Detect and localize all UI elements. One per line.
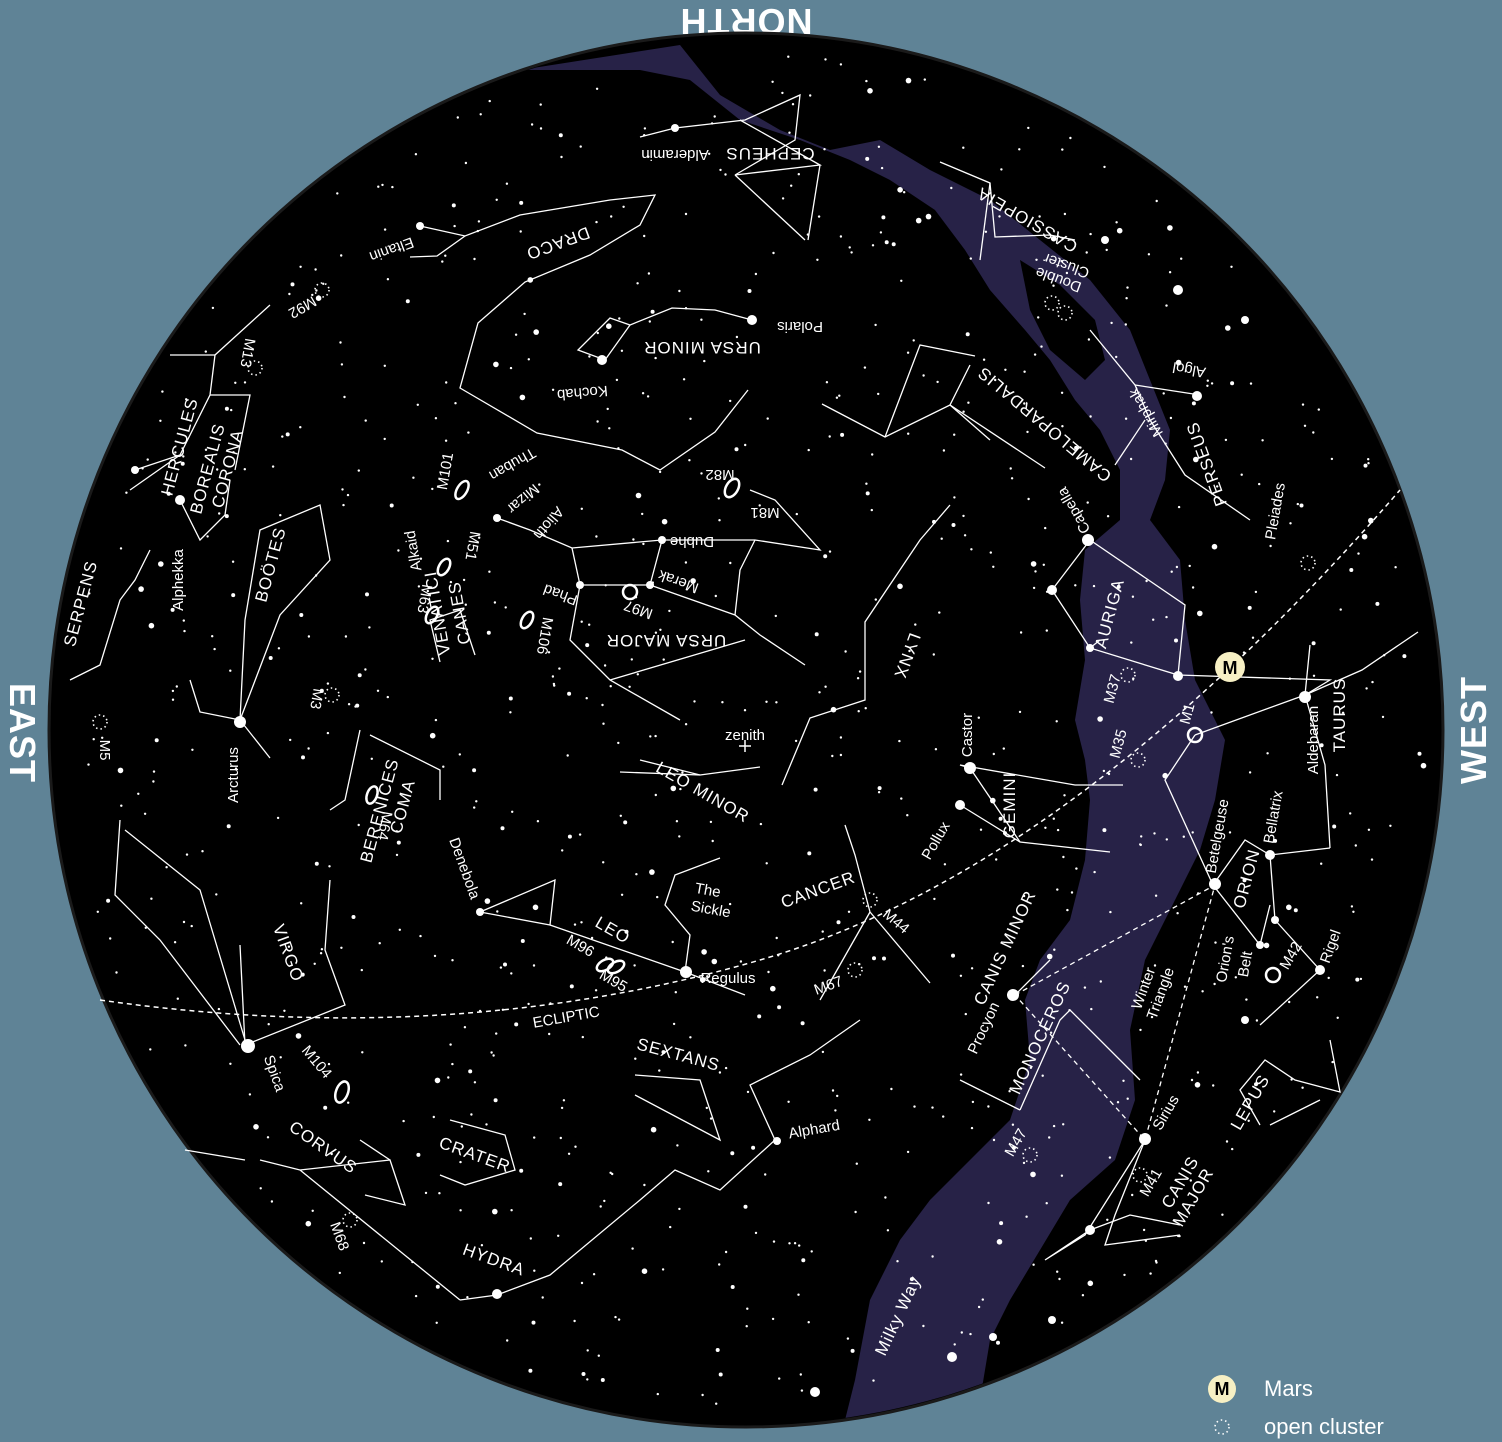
- object-label: M13: [237, 337, 259, 369]
- legend: M Mars open cluster: [1208, 1372, 1478, 1439]
- mars-symbol: M: [1223, 658, 1238, 678]
- mars-legend-icon: M: [1208, 1375, 1236, 1403]
- object-label: M106: [533, 616, 556, 656]
- milky-way: [520, 45, 1225, 1425]
- object-label: M101: [434, 451, 457, 491]
- constellation-lines: [69, 93, 1419, 1301]
- object-label: M5: [96, 740, 113, 761]
- legend-cluster: open cluster: [1208, 1412, 1384, 1442]
- mars-marker: M: [1215, 652, 1245, 682]
- star-label: Kochab: [556, 382, 608, 403]
- ecliptic-line: [99, 489, 1401, 1019]
- deep-sky-objects: [92, 282, 1316, 1228]
- feature-label: The: [694, 880, 722, 901]
- object-label: M64: [374, 810, 396, 842]
- legend-mars: M Mars: [1208, 1374, 1313, 1404]
- mars-legend-label: Mars: [1264, 1376, 1313, 1401]
- star-label: Alderamin: [641, 146, 709, 163]
- object-label: M82: [705, 466, 734, 483]
- star-label: Polaris: [777, 318, 823, 335]
- constellation-label: GEMINI: [1000, 772, 1019, 838]
- star-label: Alkaid: [402, 529, 426, 572]
- feature-label: Sickle: [690, 898, 732, 922]
- constellation-label: TAURUS: [1330, 678, 1349, 753]
- object-label: M37: [1101, 673, 1125, 706]
- winter-triangle-line: [1013, 883, 1217, 1142]
- object-label: M81: [750, 504, 779, 521]
- object-label: M35: [1107, 728, 1131, 761]
- star-label: Arcturus: [225, 747, 242, 803]
- star-label: Alphekka: [170, 548, 187, 610]
- star-label: Regulus: [700, 970, 755, 987]
- open-cluster-icon: [1208, 1413, 1236, 1441]
- constellation-label: URSA MAJOR: [606, 631, 727, 650]
- star-label: Aldebaran: [1305, 706, 1322, 774]
- object-label: M63: [414, 583, 436, 615]
- constellation-label: CEPHEUS: [725, 144, 814, 163]
- object-label: M1: [1177, 702, 1199, 727]
- milky-way-rift: [1020, 260, 1105, 380]
- constellation-label: URSA MINOR: [643, 338, 761, 357]
- star-label: Castor: [959, 713, 976, 757]
- feature-label: zenith: [725, 727, 765, 744]
- zenith-marker: [739, 740, 751, 752]
- star-label: Algol: [1171, 358, 1207, 381]
- object-label: M3: [306, 687, 326, 710]
- feature-label: Belt: [1235, 949, 1256, 978]
- star-label: Dubhe: [670, 533, 714, 550]
- object-label: M51: [462, 530, 484, 562]
- cluster-legend-label: open cluster: [1264, 1414, 1384, 1439]
